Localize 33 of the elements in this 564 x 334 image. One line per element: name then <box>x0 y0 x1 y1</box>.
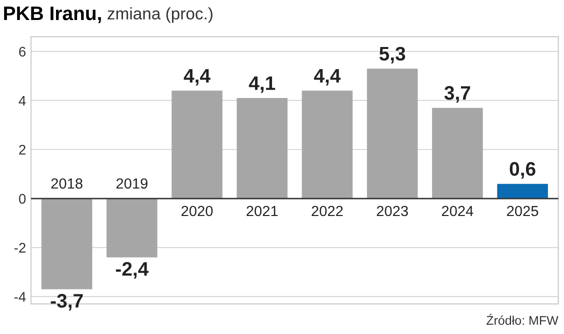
bar <box>366 68 418 199</box>
bar <box>172 90 222 199</box>
chart-title: PKB Iranu, <box>4 6 101 24</box>
bar <box>302 90 353 199</box>
text: Źródło: MFW <box>486 314 558 325</box>
x-tick-label: 2022 <box>312 206 343 216</box>
data-label: -2,4 <box>116 262 149 279</box>
data-label: 4,4 <box>314 69 341 86</box>
x-tick-label: 2019 <box>116 178 148 189</box>
bar <box>41 198 92 290</box>
y-tick-label: -2 <box>14 242 26 253</box>
y-tick-label: 0 <box>18 194 26 204</box>
x-tick-label: 2020 <box>182 206 213 216</box>
data-label: 5,3 <box>379 46 406 64</box>
chart-subtitle: zmiana (proc.) <box>108 7 212 23</box>
x-tick-label: 2025 <box>507 206 538 216</box>
bar <box>497 184 548 199</box>
x-tick-label: 2021 <box>246 206 278 216</box>
bar <box>236 98 288 199</box>
data-label: 0,6 <box>510 162 536 179</box>
x-tick-label: 2023 <box>376 206 408 216</box>
y-tick-label: 6 <box>19 46 26 57</box>
data-label: 4,4 <box>184 69 210 86</box>
bar <box>106 198 158 258</box>
y-tick-label: 4 <box>18 96 26 106</box>
bar <box>432 108 483 199</box>
data-label: 3,7 <box>444 86 470 103</box>
x-tick-label: 2024 <box>442 206 474 216</box>
y-tick-label: 2 <box>19 144 26 155</box>
data-label: -3,7 <box>50 294 83 310</box>
y-tick-label: -4 <box>14 292 26 302</box>
data-label: 4,1 <box>248 76 276 93</box>
x-tick-label: 2018 <box>51 178 82 189</box>
